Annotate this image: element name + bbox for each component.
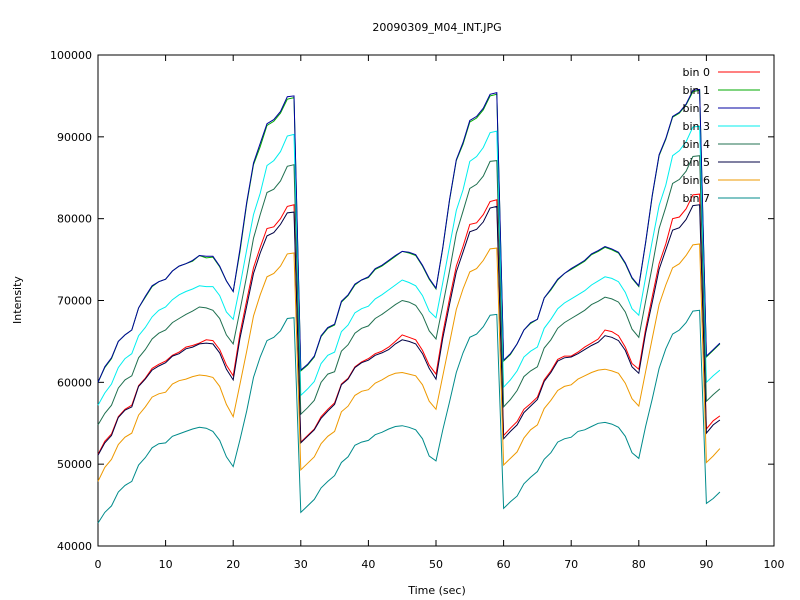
plot-frame [97,54,775,547]
x-tick-label: 30 [294,558,308,571]
legend-label: bin 1 [682,84,710,97]
legend-label: bin 4 [682,138,710,151]
x-tick-label: 100 [764,558,785,571]
series-line-bin-0 [97,193,721,455]
x-tick-label: 60 [497,558,511,571]
legend-label: bin 7 [682,192,710,205]
x-tick-label: 10 [159,558,173,571]
x-tick-label: 90 [699,558,713,571]
y-tick-label: 100000 [50,49,92,62]
x-axis: 0 10 20 30 40 50 60 70 80 90 100 [95,55,785,571]
legend-label: bin 0 [682,66,710,79]
y-axis: 40000 50000 60000 70000 80000 90000 100000 [50,49,774,553]
series-line-bin-2 [97,88,721,383]
x-tick-label: 20 [226,558,240,571]
y-tick-label: 40000 [57,540,92,553]
series-line-bin-3 [97,125,721,406]
series-line-bin-1 [97,89,721,383]
series-lines [97,88,721,524]
legend: bin 0 bin 1 bin 2 bin 3 bin 4 bin 5 bin 6 bin 7 [682,66,760,205]
y-tick-label: 70000 [57,295,92,308]
series-line-bin-5 [97,204,721,456]
y-tick-label: 90000 [57,131,92,144]
legend-label: bin 2 [682,102,710,115]
chart-title: 20090309_M04_INT.JPG [372,21,501,34]
x-tick-label: 0 [95,558,102,571]
x-axis-label: Time (sec) [407,584,466,597]
y-tick-label: 50000 [57,458,92,471]
series-line-bin-6 [97,243,721,482]
legend-label: bin 5 [682,156,710,169]
y-tick-label: 80000 [57,213,92,226]
x-tick-label: 40 [361,558,375,571]
x-tick-label: 70 [564,558,578,571]
legend-label: bin 6 [682,174,710,187]
x-tick-label: 50 [429,558,443,571]
y-tick-label: 60000 [57,376,92,389]
series-line-bin-4 [97,155,721,426]
series-line-bin-7 [97,309,721,524]
y-axis-label: Intensity [11,276,24,324]
legend-label: bin 3 [682,120,710,133]
x-tick-label: 80 [632,558,646,571]
